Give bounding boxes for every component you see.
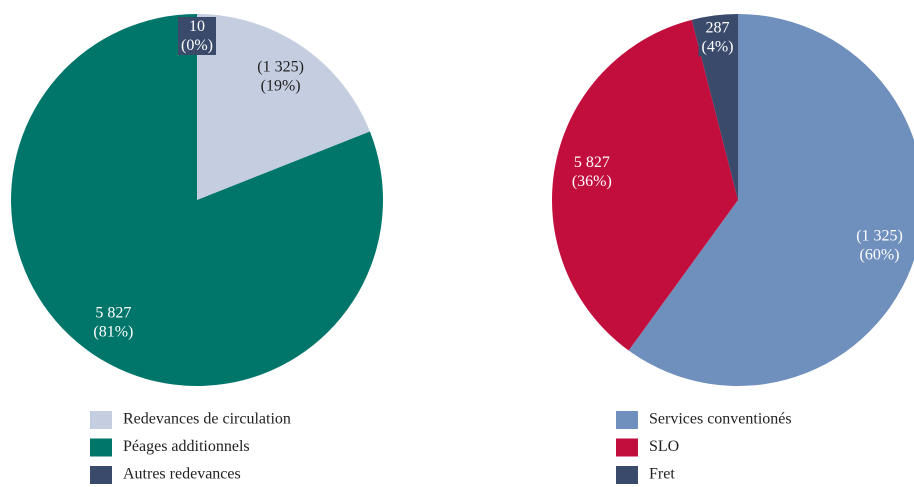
amount-label: 10 [189,18,205,35]
legend-label: Fret [649,466,675,483]
pie-slice [10,14,383,386]
value-label: (60%) [860,247,900,264]
value-label: (36%) [572,173,612,190]
slice-label: 287 (4%) [698,18,737,57]
legend-label: Services conventionés [649,411,792,428]
pie-slice [691,14,738,200]
slice-label: 5 827 (81%) [93,305,133,341]
value-label: (4%) [701,38,733,55]
label-box [178,16,216,55]
legend-swatch [616,411,638,429]
pie-slice [197,14,370,200]
slice-label: (1 325) (19%) [257,59,304,95]
value-label: (81%) [93,324,133,341]
legend-label: SLO [649,438,679,455]
legend-swatch [90,466,112,484]
amount-label: (1 325) [257,59,304,76]
legend-swatch [90,438,112,457]
slice-label: 10 (0%) [178,16,216,55]
legend-swatch [616,466,638,484]
legend-swatch [616,438,638,457]
slice-label: 5 827 (36%) [572,154,612,190]
legend-swatch [90,411,112,429]
amount-label: 5 827 [574,154,610,171]
value-label: (19%) [261,78,301,95]
pie-slice [628,14,914,386]
pie-slice [552,19,738,351]
amount-label: 287 [705,19,729,36]
legend-label: Autres redevances [123,466,241,483]
slice-label: (1 325) (60%) [856,228,903,264]
amount-label: 5 827 [95,305,131,322]
amount-label: (1 325) [856,228,903,245]
legend-label: Redevances de circulation [123,411,291,428]
label-box [698,18,737,57]
legend-label: Péages additionnels [123,438,250,455]
value-label: (0%) [181,37,213,54]
